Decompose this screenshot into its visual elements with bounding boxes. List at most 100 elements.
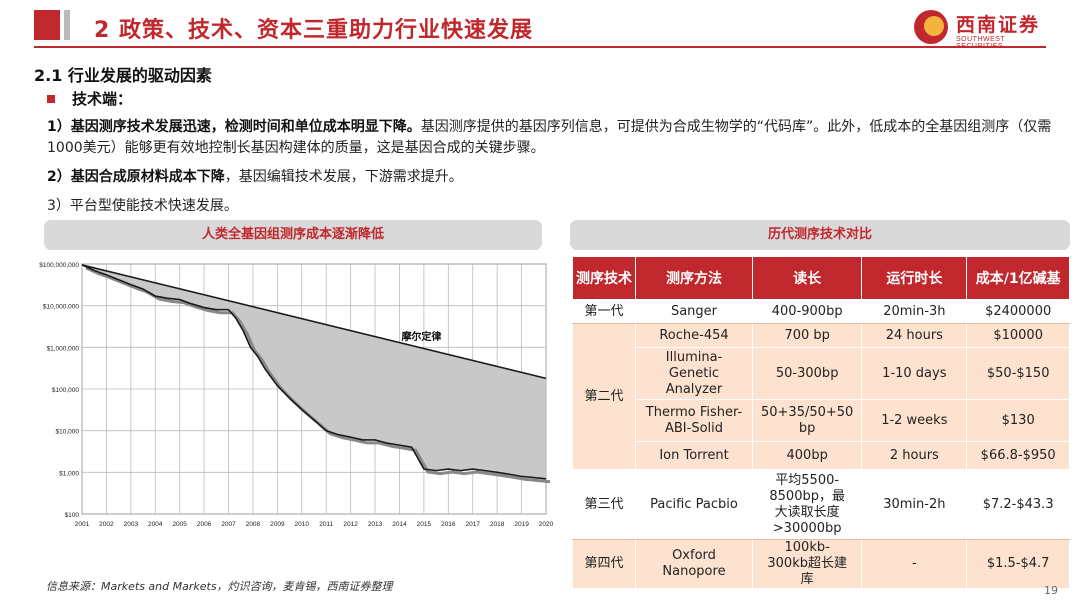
cell-method: Sanger: [635, 299, 753, 324]
cost-line: [81, 264, 547, 480]
x-tick-label: 2002: [99, 521, 114, 528]
cell-cost: $66.8-$950: [966, 441, 1070, 470]
cell-method: Pacific Pacbio: [635, 469, 753, 540]
bullet-heading: 技术端：: [72, 90, 133, 108]
x-tick-label: 2020: [539, 521, 554, 528]
cell-read: 平均5500-8500bp，最大读取长度>30000bp: [751, 469, 863, 540]
paragraph-3: 3）平台型使能技术快速发展。: [47, 198, 238, 214]
source-note: 信息来源：Markets and Markets，灼识咨询，麦肯锡，西南证券整理: [46, 580, 393, 593]
table-row: Illumina-Genetic Analyzer 50-300bp 1-10 …: [573, 347, 1070, 400]
table-row: 第三代 Pacific Pacbio 平均5500-8500bp，最大读取长度>…: [572, 469, 1070, 540]
cell-cost: $7.2-$43.3: [966, 469, 1070, 540]
cell-method: Thermo Fisher-ABI-Solid: [635, 399, 753, 442]
cell-cost: $50-$150: [966, 347, 1070, 400]
page-number: 19: [1044, 584, 1058, 597]
header-accent-stripe: [64, 10, 70, 40]
paragraph-1-text: 基因测序提供的基因序列信息，可提供为合成生物学的“代码库”。此外，低成本的全基因…: [47, 119, 1052, 156]
cell-gen: 第三代: [572, 469, 636, 540]
cell-method: Roche-454: [635, 323, 753, 348]
table-panel-title: 历代测序技术对比: [570, 220, 1070, 250]
logo-mark-icon: [914, 10, 948, 44]
x-tick-label: 2009: [270, 521, 285, 528]
y-tick-label: $10,000,000: [43, 304, 80, 311]
header-bar: 2 政策、技术、资本三重助力行业快速发展 西南证券 SOUTHWEST SECU…: [0, 0, 1080, 54]
x-tick-label: 2004: [148, 521, 163, 528]
cell-read: 100kb-300kb超长建库: [751, 539, 863, 589]
cell-gen: 第四代: [572, 539, 636, 589]
header-accent-block: [34, 10, 60, 40]
cell-time: 1-2 weeks: [861, 399, 968, 442]
cell-read: 400-900bp: [751, 299, 863, 324]
x-tick-label: 2005: [172, 521, 187, 528]
paragraph-1-bold: 1）基因测序技术发展迅速，检测时间和单位成本明显下降。: [47, 119, 421, 135]
paragraph-2-text: ，基因编辑技术发展，下游需求提升。: [224, 169, 463, 185]
x-tick-label: 2019: [514, 521, 529, 528]
x-tick-label: 2014: [392, 521, 407, 528]
paragraph-1: 1）基因测序技术发展迅速，检测时间和单位成本明显下降。基因测序提供的基因序列信息…: [47, 117, 1057, 159]
cell-cost: $1.5-$4.7: [966, 539, 1070, 589]
cell-method: Ion Torrent: [635, 441, 753, 470]
table-row: Thermo Fisher-ABI-Solid 50+35/50+50 bp 1…: [573, 399, 1070, 442]
logo-text-cn: 西南证券: [956, 14, 1041, 36]
header-divider: [34, 46, 1046, 48]
x-tick-label: 2003: [124, 521, 139, 528]
cell-time: 2 hours: [861, 441, 968, 470]
cell-cost: $2400000: [966, 299, 1070, 324]
cell-gen-group: 第二代: [572, 323, 636, 470]
x-tick-label: 2013: [368, 521, 383, 528]
x-tick-label: 2011: [319, 521, 333, 528]
cell-time: 30min-2h: [861, 469, 968, 540]
x-tick-label: 2015: [417, 521, 432, 528]
x-tick-label: 2010: [295, 521, 310, 528]
cell-cost: $10000: [966, 323, 1070, 348]
cell-time: 1-10 days: [861, 347, 968, 400]
x-tick-label: 2001: [75, 521, 90, 528]
cost-chart-svg: $100,000,000 $10,000,000 $1,000,000 $100,00…: [39, 262, 554, 528]
cell-read: 400bp: [751, 441, 863, 470]
table-row: 第四代 Oxford Nanopore 100kb-300kb超长建库 - $1…: [572, 539, 1070, 589]
chart-panel-title: 人类全基因组测序成本逐渐降低: [44, 220, 542, 250]
y-tick-label: $100,000,000: [39, 262, 79, 269]
x-tick-label: 2012: [343, 521, 358, 528]
table-header-method: 测序方法: [635, 256, 753, 300]
paragraph-2-bold: 2）基因合成原材料成本下降: [47, 169, 225, 185]
y-tick-label: $100,000: [52, 387, 79, 394]
cell-read: 50+35/50+50 bp: [751, 399, 863, 442]
bullet-square-icon: [47, 95, 55, 103]
page-title: 2 政策、技术、资本三重助力行业快速发展: [94, 18, 533, 43]
cell-method: Oxford Nanopore: [635, 539, 753, 589]
x-tick-label: 2008: [246, 521, 261, 528]
sequencing-comparison-table: 测序技术 测序方法 读长 运行时长 成本/1亿碱基 第一代 Sanger 400…: [572, 256, 1070, 589]
paragraph-2: 2）基因合成原材料成本下降，基因编辑技术发展，下游需求提升。: [47, 167, 1057, 188]
table-header-row: 测序技术 测序方法 读长 运行时长 成本/1亿碱基: [572, 256, 1070, 300]
table-header-time: 运行时长: [861, 256, 968, 300]
cell-time: 20min-3h: [861, 299, 968, 324]
section-title: 2.1 行业发展的驱动因素: [34, 66, 212, 85]
moore-law-line: [81, 264, 547, 380]
table-row: 第二代 Roche-454 700 bp 24 hours $10000: [572, 323, 1070, 470]
gap-shaded-area: [82, 264, 546, 479]
table-row: 第一代 Sanger 400-900bp 20min-3h $2400000: [572, 299, 1070, 324]
cell-read: 700 bp: [751, 323, 863, 348]
cell-read: 50-300bp: [751, 347, 863, 400]
x-tick-label: 2016: [441, 521, 456, 528]
cell-cost: $130: [966, 399, 1070, 442]
cell-time: 24 hours: [861, 323, 968, 348]
moore-law-label: 摩尔定律: [401, 330, 441, 343]
x-tick-label: 2017: [466, 521, 481, 528]
table-row: Ion Torrent 400bp 2 hours $66.8-$950: [573, 441, 1070, 470]
x-tick-label: 2007: [221, 521, 236, 528]
logo: 西南证券 SOUTHWEST SECURITIES: [910, 8, 1050, 50]
cost-chart: $100,000,000 $10,000,000 $1,000,000 $100,00…: [36, 256, 558, 538]
cell-time: -: [861, 539, 968, 589]
table-header-gen: 测序技术: [572, 256, 636, 300]
cell-gen: 第一代: [572, 299, 636, 324]
y-tick-label: $1,000,000: [46, 345, 79, 352]
x-tick-label: 2018: [490, 521, 505, 528]
y-tick-label: $100: [65, 512, 80, 519]
table-header-read: 读长: [751, 256, 863, 300]
y-tick-label: $10,000: [56, 429, 80, 436]
x-tick-label: 2006: [197, 521, 212, 528]
y-tick-label: $1,000: [59, 470, 79, 477]
table-header-cost: 成本/1亿碱基: [966, 256, 1070, 300]
